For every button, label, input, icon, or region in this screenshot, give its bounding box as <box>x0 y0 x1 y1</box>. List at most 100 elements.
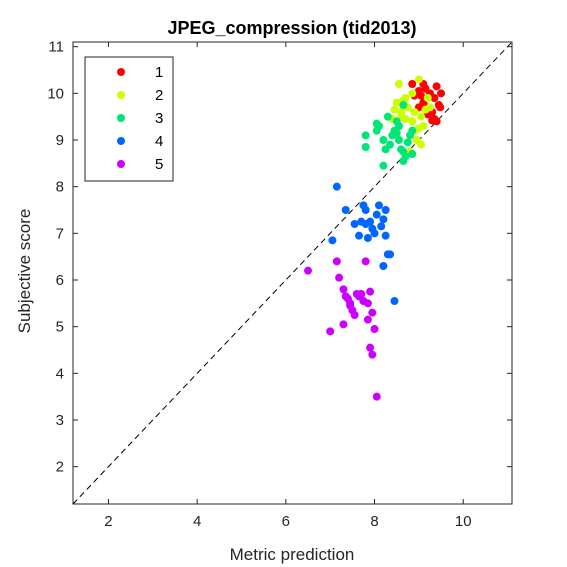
data-point <box>366 287 375 296</box>
data-point <box>408 126 417 135</box>
data-point <box>394 80 403 88</box>
data-point <box>361 131 370 140</box>
data-point <box>430 94 439 102</box>
data-point <box>408 150 417 158</box>
data-point <box>379 215 388 224</box>
chart-title: JPEG_compression (tid2013) <box>167 18 416 38</box>
x-tick-label: 2 <box>104 513 112 530</box>
data-point <box>408 117 417 126</box>
y-tick-label: 8 <box>56 179 64 196</box>
data-point <box>328 236 337 245</box>
data-point <box>386 250 395 259</box>
data-point <box>417 91 426 100</box>
data-point <box>390 297 399 305</box>
legend-label-5: 5 <box>155 156 163 173</box>
data-point <box>399 101 408 109</box>
data-point <box>379 136 388 144</box>
data-point <box>355 231 364 240</box>
y-tick-label: 6 <box>56 272 64 289</box>
data-point <box>339 285 348 294</box>
data-point <box>339 320 348 329</box>
data-point <box>414 75 423 84</box>
data-point <box>423 94 432 102</box>
legend-label-4: 4 <box>155 133 163 150</box>
x-tick-label: 4 <box>193 513 201 530</box>
x-tick-label: 8 <box>370 513 378 530</box>
data-point <box>374 122 383 130</box>
data-point <box>368 224 377 233</box>
data-point <box>361 257 370 266</box>
y-tick-label: 5 <box>56 319 64 336</box>
legend-marker-4 <box>117 137 125 145</box>
y-tick-label: 9 <box>56 132 64 149</box>
data-point <box>390 105 399 114</box>
data-point <box>408 80 417 88</box>
data-point <box>386 140 395 149</box>
data-point <box>363 315 372 324</box>
data-point <box>417 140 426 149</box>
data-point <box>366 343 375 352</box>
data-point <box>304 266 313 275</box>
data-point <box>363 234 372 242</box>
y-tick-label: 3 <box>56 412 64 429</box>
data-point <box>421 105 430 114</box>
legend-label-2: 2 <box>155 87 163 104</box>
data-point <box>335 273 344 282</box>
data-point <box>372 392 381 401</box>
data-point <box>368 308 377 317</box>
data-point <box>428 116 437 125</box>
x-axis-label: Metric prediction <box>230 545 355 564</box>
data-point <box>368 350 377 359</box>
legend-label-1: 1 <box>155 64 163 81</box>
series-2-points <box>383 75 434 156</box>
data-point <box>437 89 446 98</box>
legend: 1 2 3 4 5 <box>84 56 174 182</box>
data-point <box>357 290 366 298</box>
y-axis-label: Subjective score <box>15 209 34 334</box>
data-point <box>392 98 401 107</box>
legend-marker-2 <box>117 91 125 99</box>
y-tick-label: 4 <box>56 365 64 382</box>
data-point <box>379 161 388 170</box>
data-point <box>377 222 386 231</box>
legend-box <box>84 56 174 182</box>
data-point <box>417 112 426 121</box>
legend-marker-3 <box>117 114 125 122</box>
series-5-points <box>304 257 381 401</box>
x-tick-label: 6 <box>282 513 290 530</box>
data-point <box>374 201 383 210</box>
data-point <box>381 231 390 240</box>
data-point <box>381 206 390 214</box>
series-3-points <box>361 101 417 170</box>
data-point <box>408 89 417 98</box>
data-point <box>346 299 355 308</box>
data-point <box>332 182 341 191</box>
data-point <box>350 311 359 319</box>
series-4-points <box>328 182 399 305</box>
y-tick-label: 7 <box>56 225 64 242</box>
data-point <box>403 138 412 147</box>
data-point <box>399 157 408 165</box>
legend-label-3: 3 <box>155 110 163 127</box>
series-1-points <box>408 80 446 126</box>
data-point <box>372 210 381 219</box>
data-point <box>436 103 445 112</box>
data-point <box>363 299 372 308</box>
data-point <box>370 325 379 333</box>
y-tick-label: 10 <box>47 85 64 102</box>
y-tick-label: 11 <box>48 39 64 56</box>
x-tick-label: 10 <box>455 513 472 530</box>
data-point <box>432 82 441 91</box>
legend-marker-1 <box>117 68 125 76</box>
data-point <box>361 206 370 214</box>
data-point <box>326 327 335 336</box>
data-point <box>410 108 419 116</box>
data-point <box>366 217 375 226</box>
data-point <box>332 257 341 266</box>
data-point <box>350 220 359 228</box>
data-point <box>361 143 370 151</box>
data-point <box>379 262 388 270</box>
y-tick-label: 2 <box>56 459 64 476</box>
legend-marker-5 <box>117 160 125 168</box>
